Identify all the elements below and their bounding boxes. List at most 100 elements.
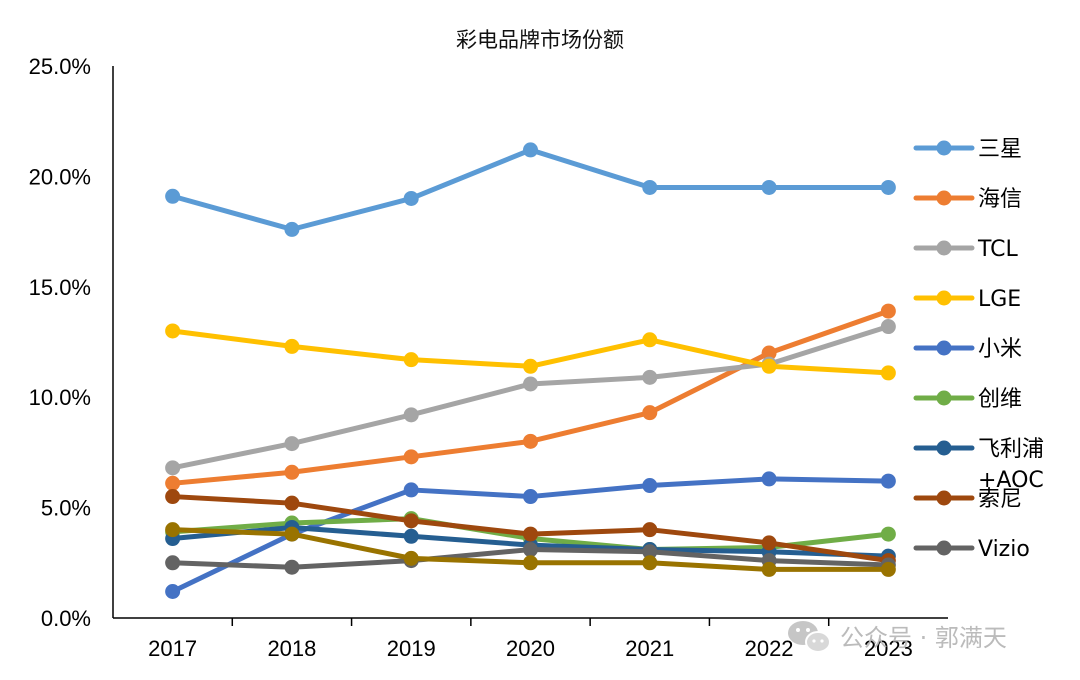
data-point — [642, 555, 658, 571]
legend-label: 三星 — [978, 137, 1022, 162]
chart-title: 彩电品牌市场份额 — [456, 28, 624, 52]
legend-swatch-marker — [936, 540, 952, 556]
x-tick-label: 2022 — [745, 636, 794, 661]
data-point — [403, 513, 419, 529]
x-tick-label: 2019 — [387, 636, 436, 661]
watermark: 公众号 · 郭满天 — [788, 621, 1007, 653]
data-point — [880, 561, 896, 577]
x-tick-label: 2020 — [506, 636, 555, 661]
data-point — [284, 559, 300, 575]
data-point — [523, 555, 538, 571]
legend-label: Vizio — [978, 537, 1030, 562]
data-point — [642, 332, 658, 348]
legend-swatch-marker — [936, 240, 952, 256]
legend-item: Vizio — [913, 537, 1030, 562]
data-point — [403, 352, 419, 368]
legend-swatch-marker — [936, 490, 952, 506]
data-point — [403, 528, 419, 544]
legend-item: 海信 — [913, 187, 1022, 212]
y-tick-label: 10.0% — [29, 385, 91, 410]
data-point — [880, 365, 896, 381]
series-line — [170, 147, 891, 232]
legend-label: 海信 — [978, 187, 1022, 212]
data-point — [761, 471, 777, 487]
data-point — [284, 221, 300, 237]
legend-swatch-marker — [936, 440, 952, 456]
data-point — [284, 464, 300, 480]
data-point — [880, 473, 896, 489]
y-tick-label: 25.0% — [29, 54, 91, 79]
data-point — [165, 555, 181, 571]
data-point — [165, 489, 181, 505]
y-tick-labels: 0.0% 5.0% 10.0% 15.0% 20.0% 25.0% — [29, 54, 91, 631]
y-tick-label: 15.0% — [29, 275, 91, 300]
data-point — [642, 544, 658, 560]
data-point — [523, 433, 538, 449]
legend-item: 索尼 — [913, 487, 1022, 512]
data-point — [403, 190, 419, 206]
data-point — [761, 345, 777, 361]
data-point — [165, 460, 181, 476]
legend-label: 小米 — [978, 337, 1022, 362]
data-point — [284, 526, 300, 542]
data-point — [403, 407, 419, 423]
data-point — [880, 303, 896, 319]
axes — [112, 66, 948, 626]
data-point — [284, 338, 300, 354]
legend-swatch-marker — [936, 190, 952, 206]
y-tick-label: 5.0% — [41, 496, 91, 521]
legend-swatch-marker — [936, 290, 952, 306]
data-point — [165, 522, 181, 538]
legend-item: 创维 — [913, 387, 1022, 412]
legend-label: LGE — [978, 287, 1021, 312]
data-point — [523, 376, 538, 392]
wechat-icon — [788, 621, 831, 653]
data-point — [165, 188, 181, 204]
data-point — [403, 449, 419, 465]
data-point — [642, 522, 658, 538]
data-point — [523, 358, 538, 374]
watermark-text: 公众号 · 郭满天 — [840, 624, 1007, 652]
legend-label: 飞利浦 — [978, 437, 1044, 462]
data-point — [642, 478, 658, 494]
data-point — [880, 179, 896, 195]
x-tick-label: 2021 — [625, 636, 674, 661]
legend-swatch-marker — [936, 140, 952, 156]
legend-item: 飞利浦 +AOC — [913, 437, 1044, 493]
y-tick-label: 0.0% — [41, 606, 91, 631]
legend-swatch-marker — [936, 390, 952, 406]
x-tick-labels: 2017 2018 2019 2020 2021 2022 2023 — [148, 636, 913, 661]
y-tick-label: 20.0% — [29, 164, 91, 189]
data-point — [761, 561, 777, 577]
data-point — [761, 358, 777, 374]
data-point — [642, 405, 658, 421]
legend-item: 三星 — [913, 137, 1022, 162]
data-point — [642, 369, 658, 385]
data-point — [523, 142, 538, 158]
data-point — [523, 526, 538, 542]
legend-item: 小米 — [913, 337, 1022, 362]
x-tick-label: 2018 — [267, 636, 316, 661]
data-point — [403, 482, 419, 498]
legend-label: 创维 — [978, 387, 1022, 412]
data-point — [880, 526, 896, 542]
legend-label: +AOC — [978, 468, 1044, 493]
legend-item: LGE — [913, 287, 1021, 312]
series-line — [170, 308, 891, 486]
legend-swatch-marker — [936, 340, 952, 356]
data-point — [165, 584, 181, 600]
series-0 — [165, 142, 896, 237]
data-point — [642, 179, 658, 195]
data-point — [761, 535, 777, 551]
data-point — [284, 495, 300, 511]
series-3 — [165, 323, 896, 381]
legend-label: TCL — [977, 237, 1019, 262]
data-point — [165, 323, 181, 339]
legend-label: 索尼 — [978, 487, 1022, 512]
data-point — [880, 319, 896, 335]
series-9 — [165, 522, 896, 577]
series-1 — [165, 303, 896, 491]
x-tick-label: 2023 — [864, 636, 913, 661]
